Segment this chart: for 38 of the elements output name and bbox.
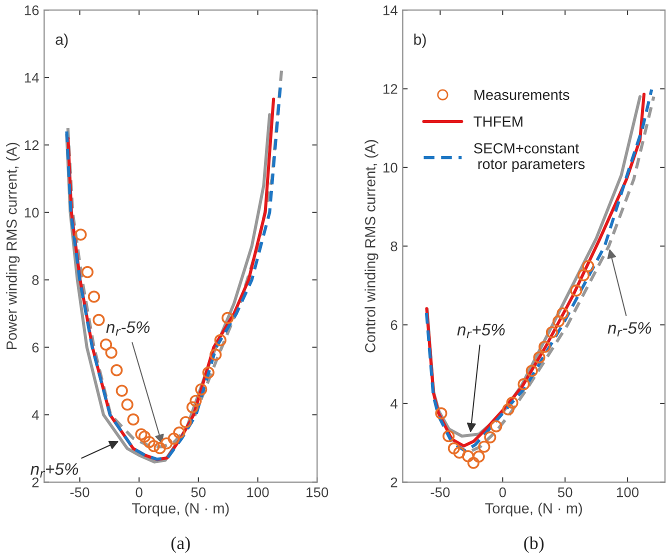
y-tick-label: 10	[383, 162, 398, 173]
y-tick-label: 6	[390, 320, 398, 330]
x-tick-label: 50	[191, 487, 206, 498]
annotation: n$_{r}$-5%	[608, 322, 652, 336]
annotation: b)	[414, 34, 426, 48]
x-tick-label: 150	[306, 487, 328, 498]
annotation: n$_{r}$+5%	[457, 324, 505, 338]
x-tick-label: 100	[247, 487, 269, 498]
text: (a)	[171, 536, 190, 553]
y-tick-label: 2	[32, 477, 39, 488]
annotation: a)	[56, 34, 68, 48]
x-tick-label: 0	[136, 487, 142, 498]
y-tick-label: 12	[24, 140, 39, 150]
y-tick-label: 6	[32, 342, 39, 352]
text: (b)	[524, 536, 544, 553]
y-tick-label: 10	[24, 208, 39, 218]
y-tick-label: 16	[24, 5, 39, 16]
y-tick-label: 8	[390, 241, 398, 252]
y-tick-label: 12	[383, 84, 398, 94]
legend-label: SECM+constant rotor parameters	[474, 143, 585, 172]
x-tick-label: 0	[499, 487, 506, 498]
x-tick-label: 100	[616, 487, 639, 498]
y-tick-label: 2	[390, 477, 398, 488]
x-tick-label: -50	[70, 487, 90, 498]
y-tick-label: 14	[383, 6, 398, 16]
x-axis-title: Torque, (N · m)	[485, 502, 582, 516]
legend-label: Measurements	[474, 90, 570, 100]
y-tick-label: 4	[390, 398, 398, 409]
y-tick-label: 8	[32, 275, 39, 286]
legend-label: THFEM	[474, 116, 522, 127]
y-tick-label: 14	[24, 72, 39, 83]
y-axis-title: Power winding RMS current, (A)	[6, 142, 20, 350]
y-axis-title: Control winding RMS current, (A)	[364, 140, 378, 352]
y-tick-label: 4	[32, 410, 39, 420]
annotation: n$_{r}$-5%	[106, 321, 150, 336]
x-axis-title: Torque, (N · m)	[132, 502, 229, 516]
x-tick-label: 50	[558, 487, 572, 498]
x-tick-label: -50	[430, 487, 450, 498]
